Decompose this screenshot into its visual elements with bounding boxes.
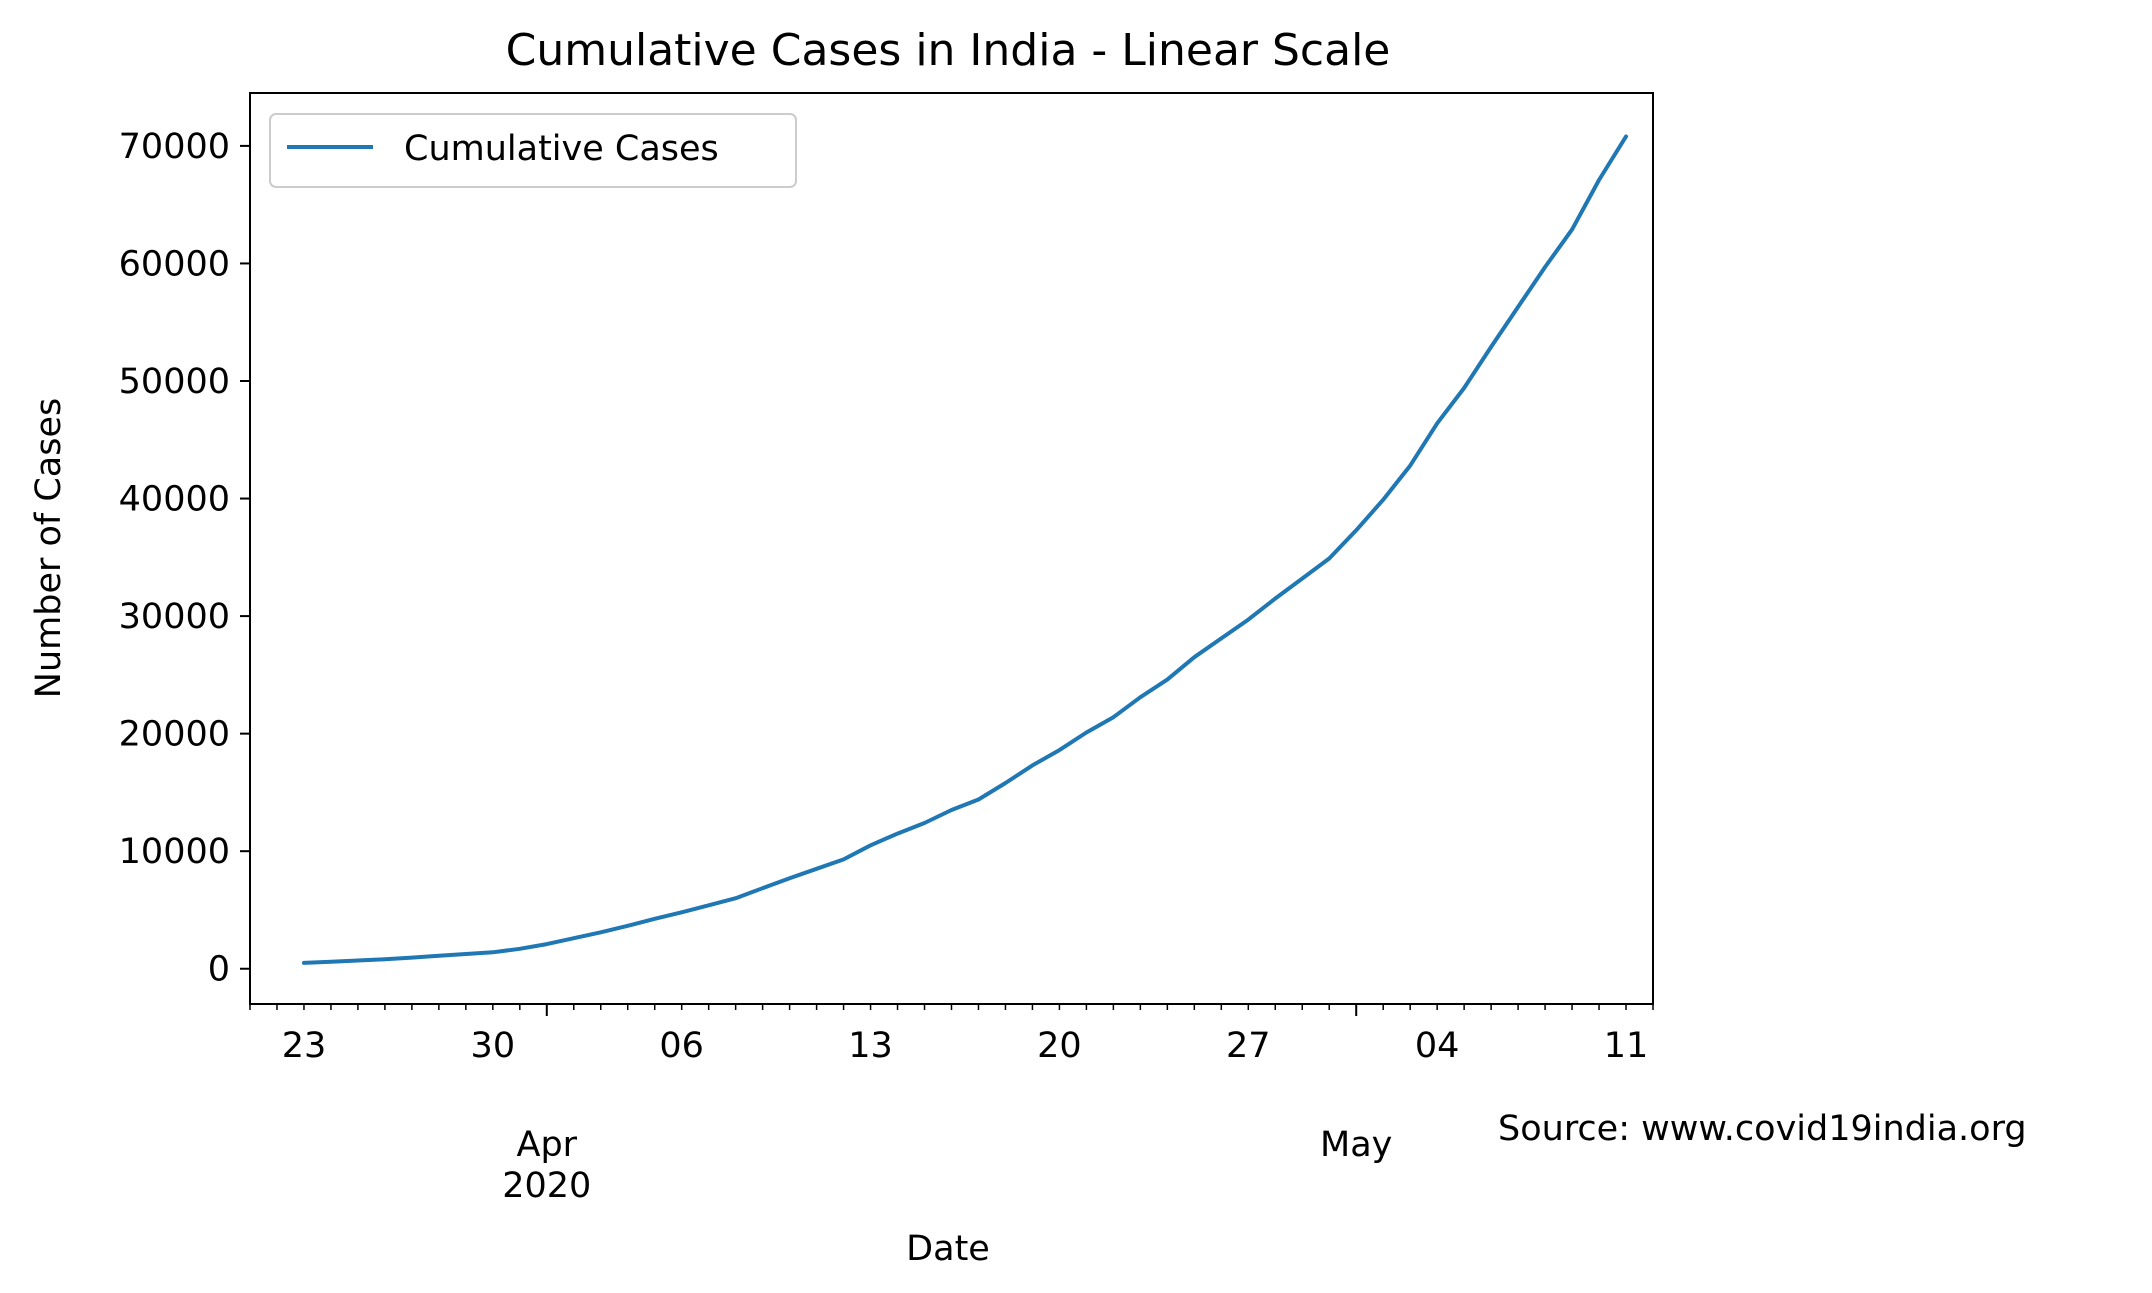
legend: Cumulative Cases xyxy=(269,113,797,188)
source-note: Source: www.covid19india.org xyxy=(1498,1109,2027,1149)
x-tick-label: 06 xyxy=(659,1026,704,1066)
chart-title: Cumulative Cases in India - Linear Scale xyxy=(506,25,1391,76)
series-layer xyxy=(302,134,1628,965)
x-year-label: 2020 xyxy=(502,1166,591,1206)
y-tick-label: 70000 xyxy=(119,127,230,167)
x-tick-label: 04 xyxy=(1415,1026,1460,1066)
y-tick-label: 60000 xyxy=(119,244,230,284)
y-tick-label: 20000 xyxy=(119,715,230,755)
x-month-label: Apr xyxy=(517,1125,578,1165)
plot-area-frame xyxy=(249,92,1654,1005)
x-tick-label: 11 xyxy=(1604,1026,1649,1066)
y-tick-label: 50000 xyxy=(119,362,230,402)
y-axis-label: Number of Cases xyxy=(29,398,69,698)
y-tick-label: 10000 xyxy=(119,832,230,872)
y-axis: 0 10000 20000 30000 40000 50000 60000 70000 xyxy=(119,127,250,990)
legend-box xyxy=(269,113,797,188)
x-tick-label: 13 xyxy=(848,1026,893,1066)
x-month-label: May xyxy=(1320,1125,1392,1165)
x-tick-label: 30 xyxy=(471,1026,516,1066)
x-axis: 23 30 06 13 20 27 04 11 xyxy=(249,1004,1654,1066)
x-tick-label: 27 xyxy=(1226,1026,1271,1066)
y-tick-label: 30000 xyxy=(119,597,230,637)
x-tick-label: 20 xyxy=(1037,1026,1082,1066)
y-tick-label: 40000 xyxy=(119,480,230,520)
x-tick-label: 23 xyxy=(282,1026,327,1066)
y-tick-label: 0 xyxy=(208,950,230,990)
legend-label: Cumulative Cases xyxy=(404,129,719,169)
series-line-cumulative-cases xyxy=(302,134,1628,965)
x-axis-label: Date xyxy=(906,1229,990,1269)
